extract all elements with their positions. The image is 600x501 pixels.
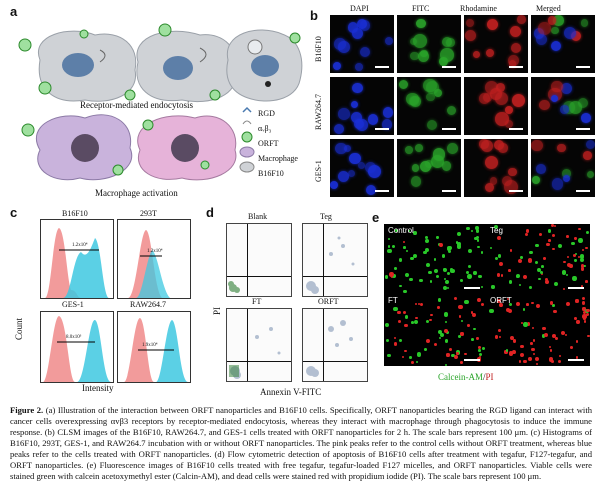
hist-raw264 [117,311,191,383]
panel-c: c Count Intensity B16F10 1.2x10⁴ 293T 1.… [0,205,200,400]
live-dead-grid [384,224,590,366]
row-ges1: GES-1 [314,160,323,182]
legend-b16f10: B16F10 [258,169,284,178]
col-rhodamine: Rhodamine [460,4,497,13]
micrograph-tile [397,139,461,197]
caption-label: Figure 2. [10,405,44,415]
panel-d-letter: d [206,205,214,220]
macrophage-activation-label: Macrophage activation [95,188,178,198]
hist-raw264-title: RAW264.7 [130,300,167,309]
hist-ges1 [40,311,114,383]
live-dead-tile [488,224,590,294]
micrograph-tile [464,77,528,135]
legend-slash: / [483,372,486,382]
micrograph-tile [330,77,394,135]
macrophage-1 [36,114,133,181]
panel-c-xlabel: Intensity [82,383,114,393]
figure-caption: Figure 2. (a) Illustration of the intera… [10,405,592,482]
micrograph-tile [531,15,595,73]
panel-d-ylabel: PI [212,306,222,315]
flow-teg [302,223,368,297]
micrograph-tile [330,15,394,73]
hist-raw264-annot: 1.9x10⁴ [142,343,158,348]
panel-c-ylabel: Count [14,317,24,340]
hist-293t-annot: 1.2x10⁴ [147,249,163,254]
hist-293t-title: 293T [140,209,157,218]
panel-e-letter: e [372,210,380,225]
orft-particles [18,23,301,101]
micrograph-tile [531,77,595,135]
micrograph-tile [464,139,528,197]
legend-orft: ORFT [258,139,279,148]
panel-c-letter: c [10,205,18,220]
flow-ft-title: FT [252,297,262,306]
micrograph-tile [464,15,528,73]
macrophage-2 [137,115,237,181]
micrograph-tile [531,139,595,197]
hist-293t [117,219,191,299]
legend-pi: PI [485,372,494,382]
endocytosis-label: Receptor-mediated endocytosis [80,100,194,110]
panel-d-xlabel: Annexin V-FITC [260,387,322,397]
flow-blank [226,223,292,297]
flow-orft [302,308,368,382]
legend-calcein: Calcein-AM [438,372,483,382]
cancer-cell-2 [136,30,237,103]
legend-integrin: αᵥβ₃ [258,124,272,133]
flow-orft-title: ORFT [318,297,339,306]
flow-teg-title: Teg [320,212,332,221]
legend-rgd: RGD [258,109,275,118]
hist-b16f10 [40,219,114,299]
quad-teg-label: Teg [490,226,503,235]
panel-a-illustration [18,23,303,181]
quad-control-label: Control [388,226,414,235]
panel-d: d PI Annexin V-FITC Blank Teg FT ORFT [200,205,375,400]
quad-orft-label: ORFT [490,296,512,305]
legend-macrophage: Macrophage [258,154,298,163]
panel-a-letter: a [10,4,18,19]
cancer-cell-3 [226,29,303,102]
panel-e-legend: Calcein-AM/PI [438,372,494,382]
panel-a-legend: RGD αᵥβ₃ ORFT Macrophage B16F10 [258,106,298,181]
live-dead-tile [384,296,486,366]
row-b16f10: B16F10 [314,36,323,62]
micrograph-tile [397,77,461,135]
hist-b16f10-annot: 1.2x10⁴ [72,243,88,248]
hist-b16f10-title: B16F10 [62,209,88,218]
caption-text: (a) Illustration of the interaction betw… [10,405,593,481]
cancer-cell-1 [37,30,137,102]
micrograph-tile [397,15,461,73]
flow-blank-title: Blank [248,212,268,221]
micrograph-tile [330,139,394,197]
row-raw264: RAW264.7 [314,93,323,130]
col-fitc: FITC [412,4,430,13]
flow-ft [226,308,292,382]
panel-b: b DAPI FITC Rhodamine Merged B16F10 RAW2… [310,0,600,200]
live-dead-tile [384,224,486,294]
panel-e: e Control Teg FT ORFT Calcein-AM/PI [372,210,598,400]
col-dapi: DAPI [350,4,369,13]
hist-ges1-title: GES-1 [62,300,84,309]
hist-ges1-annot: 8.0x10³ [66,335,82,340]
micrograph-grid [330,15,596,199]
col-merged: Merged [536,4,561,13]
quad-ft-label: FT [388,296,398,305]
live-dead-tile [488,296,590,366]
panel-b-letter: b [310,8,318,23]
panel-a: a [0,0,305,205]
legend-icons [239,106,255,173]
